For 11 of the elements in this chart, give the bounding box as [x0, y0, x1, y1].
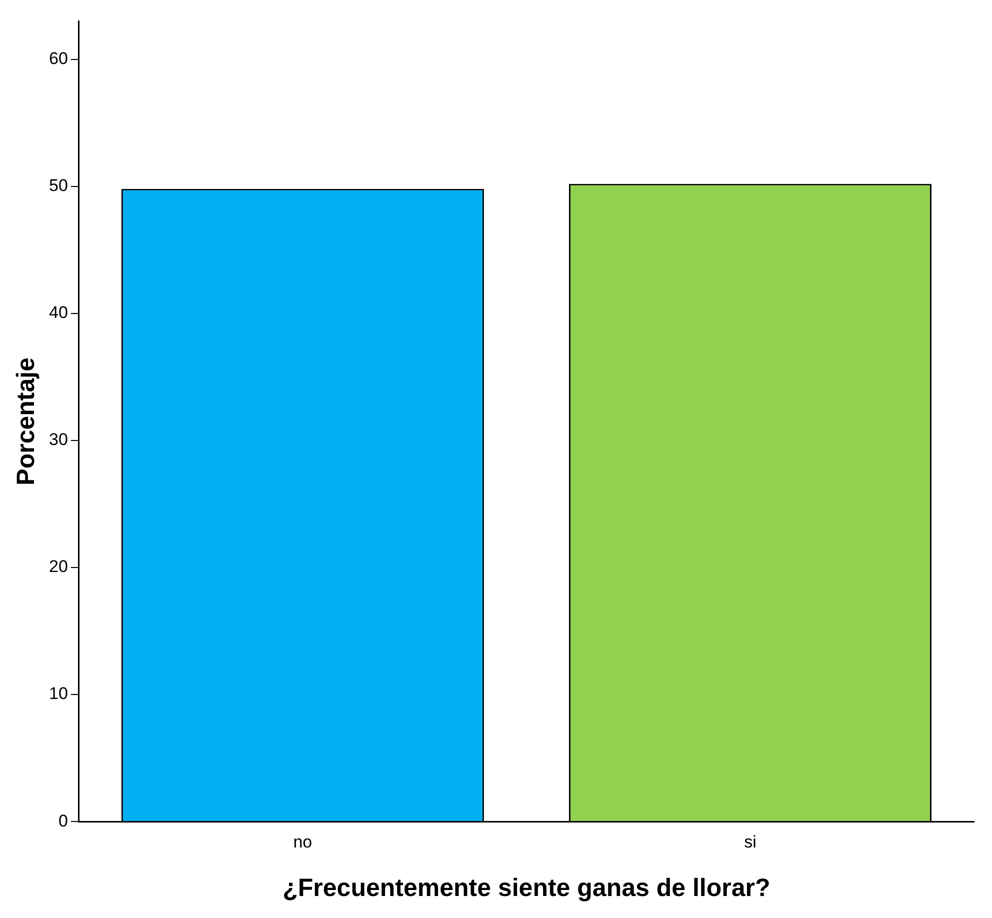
x-tick-label: no	[293, 832, 312, 852]
y-axis-title: Porcentaje	[12, 357, 40, 486]
y-tick-label: 50	[48, 176, 68, 196]
x-axis-title: ¿Frecuentemente siente ganas de llorar?	[282, 874, 770, 902]
x-tick-label: si	[744, 832, 756, 852]
y-tick-label: 20	[48, 557, 68, 576]
y-tick-label: 10	[48, 684, 68, 704]
y-tick-label: 60	[48, 49, 68, 68]
y-tick-label: 0	[58, 811, 68, 830]
y-tick-label: 40	[48, 303, 68, 322]
y-tick-label: 30	[48, 430, 68, 450]
